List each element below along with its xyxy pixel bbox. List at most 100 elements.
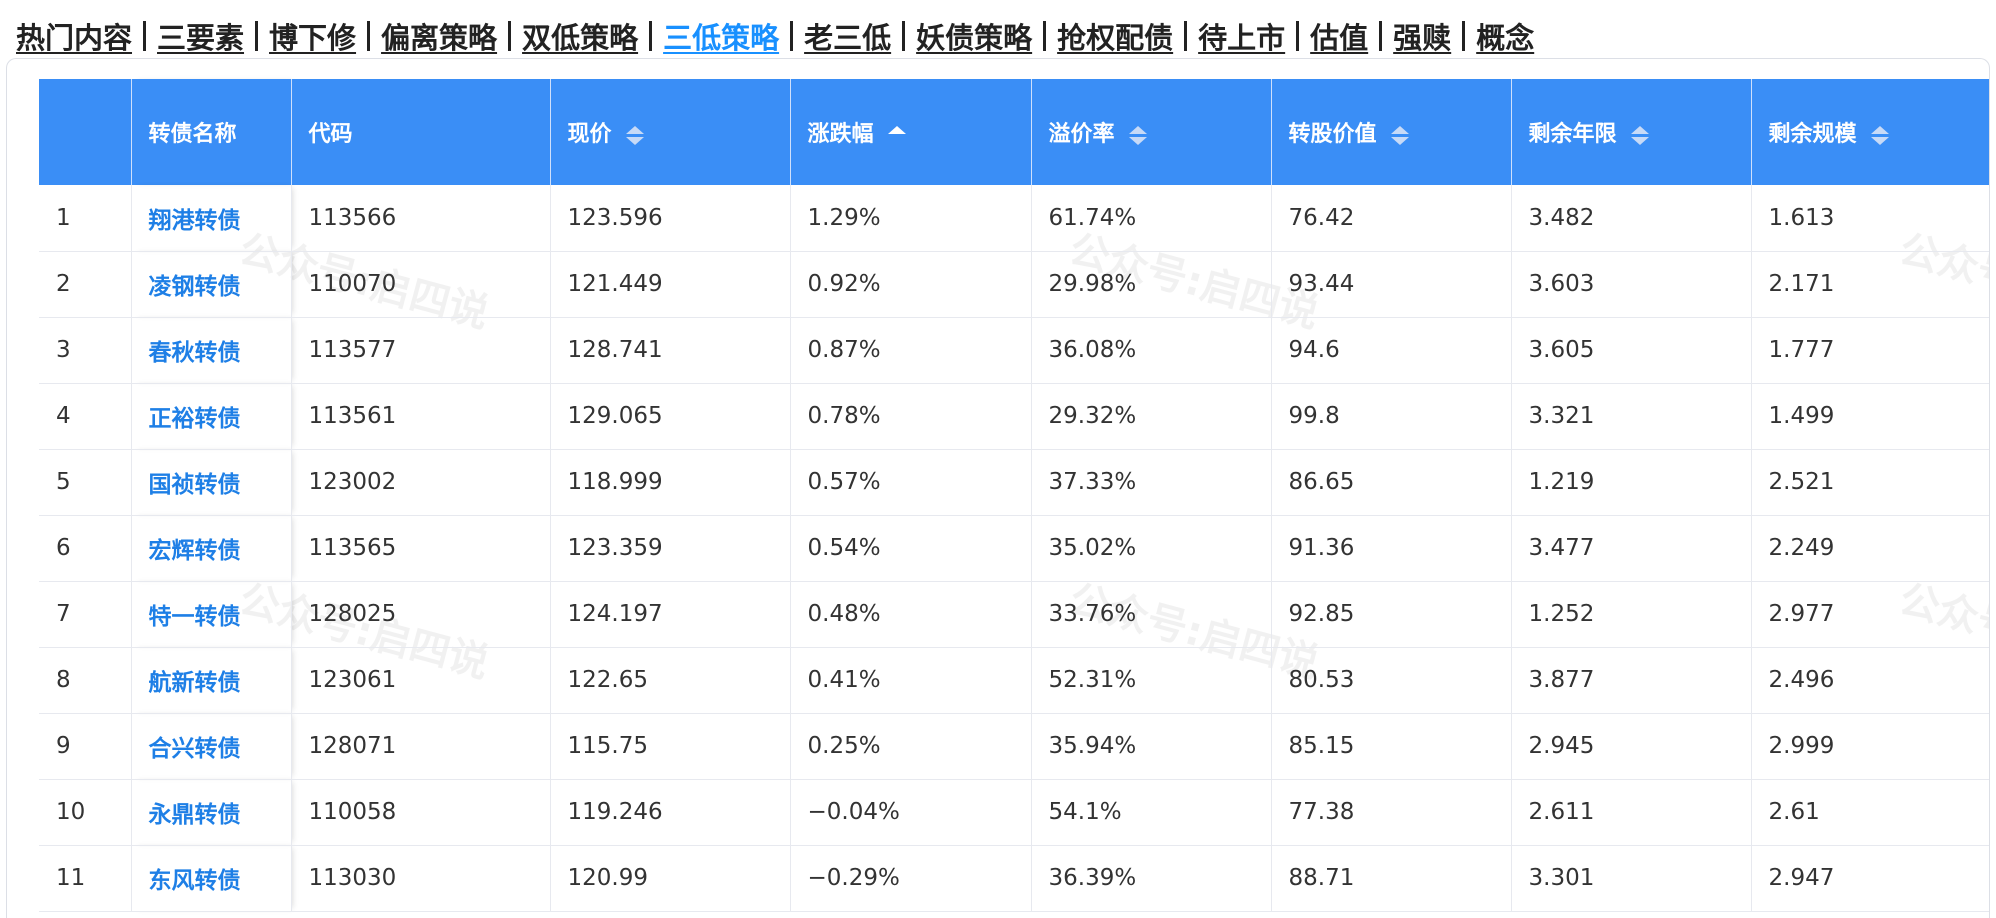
bond-name-link[interactable]: 春秋转债 — [131, 317, 292, 384]
cell-size_left: 1.777 — [1751, 317, 1989, 384]
nav-separator — [143, 21, 147, 51]
nav-link-9[interactable]: 待上市 — [1198, 21, 1286, 55]
nav-separator — [1379, 21, 1383, 51]
nav-link-2[interactable]: 博下修 — [269, 21, 357, 55]
cell-code: 110070 — [291, 251, 551, 318]
nav-link-3[interactable]: 偏离策略 — [381, 21, 498, 55]
cell-idx: 7 — [39, 581, 132, 648]
column-header-label: 剩余规模 — [1768, 122, 1857, 147]
cell-code: 123061 — [291, 647, 551, 714]
bond-name-link[interactable]: 宏辉转债 — [131, 515, 292, 582]
sort-caret-icon[interactable] — [1870, 125, 1889, 145]
nav-separator — [790, 21, 794, 51]
column-header-premium[interactable]: 溢价率 — [1031, 79, 1272, 185]
column-header-label: 溢价率 — [1048, 122, 1115, 147]
cell-change: −0.29% — [790, 845, 1032, 912]
nav-separator — [1462, 21, 1466, 51]
table-row: 11 东风转债 113030 120.99 −0.29% 36.39% 88.71 3.301… — [39, 845, 1989, 912]
cell-change: −0.04% — [790, 779, 1032, 846]
cell-premium: 35.02% — [1031, 515, 1272, 582]
cell-code: 113030 — [291, 845, 551, 912]
caret-down-icon — [1390, 136, 1409, 145]
cell-conv_value: 80.53 — [1271, 647, 1512, 714]
nav-link-11[interactable]: 强赎 — [1393, 21, 1452, 55]
cell-years_left: 3.877 — [1511, 647, 1752, 714]
cell-code: 128071 — [291, 713, 551, 780]
cell-code: 110058 — [291, 779, 551, 846]
column-header-label: 转债名称 — [148, 122, 237, 147]
column-header-idx — [39, 79, 132, 185]
cell-change: 0.41% — [790, 647, 1032, 714]
nav-link-1[interactable]: 三要素 — [157, 21, 245, 55]
column-header-conv_value[interactable]: 转股价值 — [1271, 79, 1512, 185]
cell-conv_value: 99.8 — [1271, 383, 1512, 450]
cell-change: 0.48% — [790, 581, 1032, 648]
nav-link-6[interactable]: 老三低 — [804, 21, 892, 55]
column-header-label: 剩余年限 — [1528, 122, 1617, 147]
sort-caret-icon[interactable] — [1390, 125, 1409, 145]
cell-conv_value: 88.71 — [1271, 845, 1512, 912]
sort-caret-icon[interactable] — [625, 125, 644, 145]
column-header-price[interactable]: 现价 — [550, 79, 791, 185]
column-header-name: 转债名称 — [131, 79, 292, 185]
cell-size_left: 2.249 — [1751, 515, 1989, 582]
nav-link-8[interactable]: 抢权配债 — [1057, 21, 1174, 55]
cell-size_left: 2.947 — [1751, 845, 1989, 912]
nav-link-0[interactable]: 热门内容 — [16, 21, 133, 55]
cell-price: 122.65 — [550, 647, 791, 714]
cell-years_left: 2.611 — [1511, 779, 1752, 846]
bond-name-link[interactable]: 翔港转债 — [131, 185, 292, 252]
nav-separator — [649, 21, 653, 51]
column-header-size_left[interactable]: 剩余规模 — [1751, 79, 1989, 185]
cell-code: 113561 — [291, 383, 551, 450]
caret-down-icon — [625, 136, 644, 145]
bond-name-link[interactable]: 航新转债 — [131, 647, 292, 714]
cell-price: 118.999 — [550, 449, 791, 516]
column-header-label: 现价 — [567, 122, 612, 147]
caret-up-icon — [1870, 125, 1889, 134]
nav-link-12[interactable]: 概念 — [1476, 21, 1535, 55]
cell-code: 113577 — [291, 317, 551, 384]
caret-down-icon — [1128, 136, 1147, 145]
table-row: 1 翔港转债 113566 123.596 1.29% 61.74% 76.42 3.482 1… — [39, 185, 1989, 252]
bond-name-link[interactable]: 凌钢转债 — [131, 251, 292, 318]
bond-name-link[interactable]: 永鼎转债 — [131, 779, 292, 846]
cell-conv_value: 76.42 — [1271, 185, 1512, 252]
cell-conv_value: 85.15 — [1271, 713, 1512, 780]
cell-price: 128.741 — [550, 317, 791, 384]
nav-separator — [508, 21, 512, 51]
bond-name-link[interactable]: 东风转债 — [131, 845, 292, 912]
nav-link-5[interactable]: 三低策略 — [663, 21, 780, 55]
bond-name-link[interactable]: 特一转债 — [131, 581, 292, 648]
cell-change: 0.54% — [790, 515, 1032, 582]
cell-idx: 1 — [39, 185, 132, 252]
cell-conv_value: 94.6 — [1271, 317, 1512, 384]
nav-link-4[interactable]: 双低策略 — [522, 21, 639, 55]
cell-price: 123.359 — [550, 515, 791, 582]
caret-up-icon — [1630, 125, 1649, 134]
nav-link-7[interactable]: 妖债策略 — [916, 21, 1033, 55]
cell-size_left: 1.499 — [1751, 383, 1989, 450]
cell-premium: 29.32% — [1031, 383, 1272, 450]
cell-premium: 29.98% — [1031, 251, 1272, 318]
cell-size_left: 2.61 — [1751, 779, 1989, 846]
sort-caret-icon[interactable] — [887, 125, 906, 145]
bond-name-link[interactable]: 合兴转债 — [131, 713, 292, 780]
sort-caret-icon[interactable] — [1128, 125, 1147, 145]
cell-size_left: 1.613 — [1751, 185, 1989, 252]
bond-name-link[interactable]: 正裕转债 — [131, 383, 292, 450]
nav-separator — [1043, 21, 1047, 51]
sort-caret-icon[interactable] — [1630, 125, 1649, 145]
cell-premium: 37.33% — [1031, 449, 1272, 516]
nav-link-10[interactable]: 估值 — [1310, 21, 1369, 55]
cell-change: 0.25% — [790, 713, 1032, 780]
cell-code: 123002 — [291, 449, 551, 516]
cell-years_left: 1.219 — [1511, 449, 1752, 516]
cell-premium: 61.74% — [1031, 185, 1272, 252]
bond-name-link[interactable]: 国祯转债 — [131, 449, 292, 516]
column-header-change[interactable]: 涨跌幅 — [790, 79, 1032, 185]
table-row: 4 正裕转债 113561 129.065 0.78% 29.32% 99.8 3.321 1.… — [39, 383, 1989, 450]
cell-code: 113566 — [291, 185, 551, 252]
column-header-years_left[interactable]: 剩余年限 — [1511, 79, 1752, 185]
cell-size_left: 2.999 — [1751, 713, 1989, 780]
